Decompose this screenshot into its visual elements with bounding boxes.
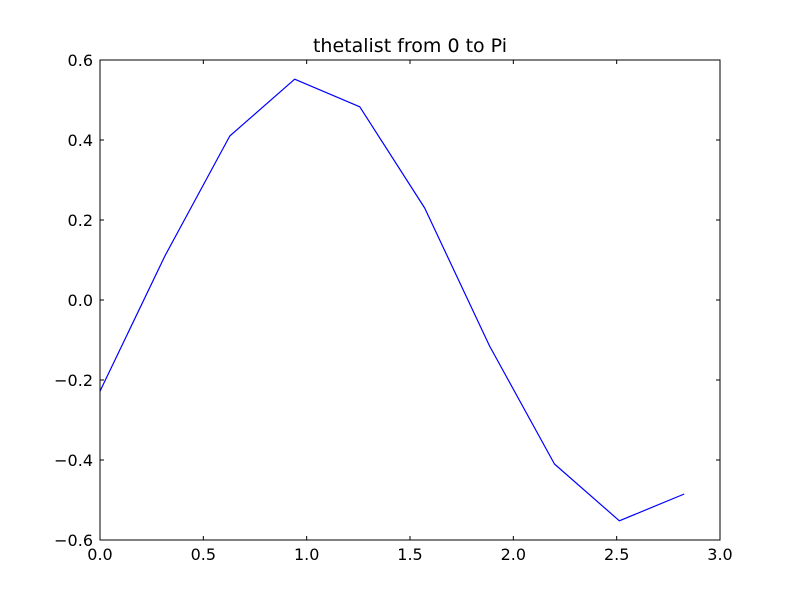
y-tick-label: 0.2 (68, 211, 93, 230)
y-tick-label: 0.0 (68, 291, 93, 310)
plot-area: 0.0 0.5 1.0 1.5 2.0 2.5 3.0 0.6 0.4 0.2 0.0 −0.2 −0.… (54, 51, 733, 564)
x-tick-label: 3.0 (707, 545, 732, 564)
y-tick-label: −0.6 (54, 531, 93, 550)
x-tick-label: 2.5 (604, 545, 629, 564)
y-tick-label: 0.6 (68, 51, 93, 70)
x-tick-label: 2.0 (501, 545, 526, 564)
chart-title: thetalist from 0 to Pi (313, 35, 507, 57)
x-tick-label: 1.0 (294, 545, 319, 564)
x-tick-label: 0.0 (87, 545, 112, 564)
y-tick-label: −0.4 (54, 451, 93, 470)
y-tick-label: 0.4 (68, 131, 93, 150)
series-line-0 (99, 78, 685, 522)
x-tick-label: 0.5 (191, 545, 216, 564)
x-tick-label: 1.5 (397, 545, 422, 564)
y-tick-label: −0.2 (54, 371, 93, 390)
